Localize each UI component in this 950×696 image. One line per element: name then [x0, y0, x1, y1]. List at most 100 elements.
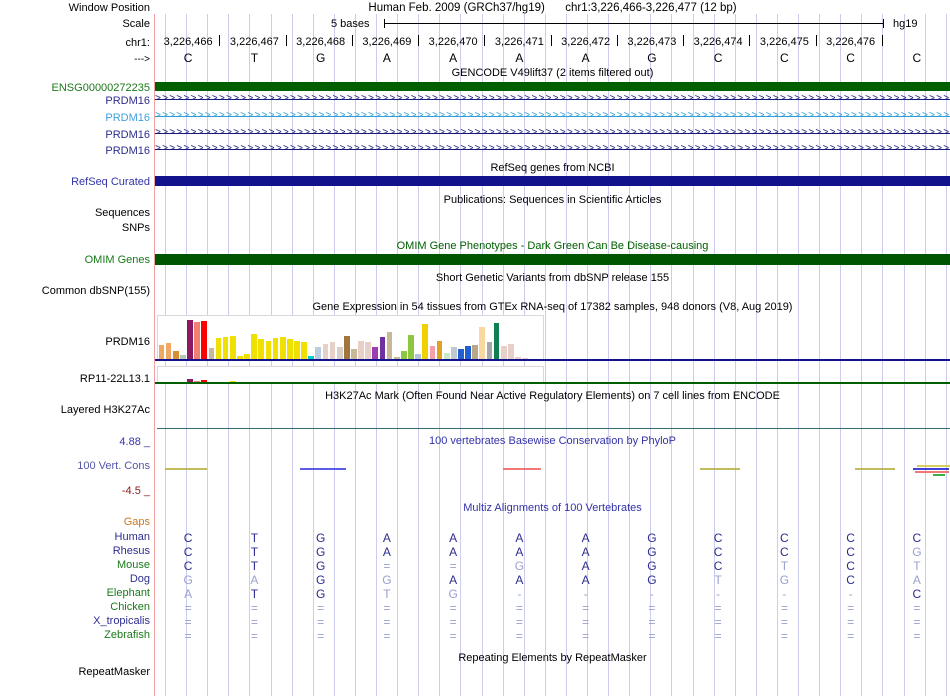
conservation-mark[interactable] [915, 471, 949, 473]
track-label-prdm16-gtex[interactable]: PRDM16 [105, 336, 150, 348]
track-label-cons-min[interactable]: -4.5 _ [121, 485, 150, 497]
expression-bar[interactable] [415, 354, 421, 360]
expression-bar[interactable] [500, 346, 507, 360]
expression-bar[interactable] [343, 336, 350, 360]
conservation-mark[interactable] [700, 468, 740, 470]
expression-bar[interactable] [386, 332, 393, 360]
refseq-track-title[interactable]: RefSeq genes from NCBI [490, 162, 615, 174]
gencode-prdm16-row-3[interactable]: >>>>>>>>>>>>>>>>>>>>>>>>>>>>>>>>>>>>>>>>… [155, 128, 950, 139]
expression-bar[interactable] [472, 345, 479, 360]
expression-bar[interactable] [244, 354, 250, 360]
track-label-refseq-curated[interactable]: RefSeq Curated [71, 176, 150, 188]
multiz-track-title[interactable]: Multiz Alignments of 100 Vertebrates [463, 502, 642, 514]
expression-bar[interactable] [365, 342, 372, 360]
gencode-prdm16-row-4[interactable]: >>>>>>>>>>>>>>>>>>>>>>>>>>>>>>>>>>>>>>>>… [155, 144, 950, 155]
expression-bar[interactable] [194, 322, 200, 360]
omim-track-title[interactable]: OMIM Gene Phenotypes - Dark Green Can Be… [396, 240, 709, 252]
conservation-mark[interactable] [933, 474, 945, 476]
expression-bar[interactable] [308, 356, 315, 360]
expression-bar[interactable] [187, 320, 193, 360]
expression-bar[interactable] [258, 339, 265, 360]
h3k27ac-track-title[interactable]: H3K27Ac Mark (Often Found Near Active Re… [325, 390, 780, 402]
expression-bar[interactable] [458, 349, 464, 360]
expression-bar[interactable] [422, 324, 429, 360]
expression-bar[interactable] [393, 357, 400, 360]
expression-bar[interactable] [401, 351, 407, 360]
expression-bar[interactable] [329, 342, 336, 360]
expression-bar[interactable] [165, 343, 172, 360]
conservation-mark[interactable] [855, 468, 895, 470]
expression-bar[interactable] [336, 347, 343, 360]
position-text[interactable]: chr1:3,226,466-3,226,477 (12 bp) [565, 2, 737, 14]
species-label-dog[interactable]: Dog [129, 573, 150, 585]
expression-bar[interactable] [436, 341, 443, 360]
species-label-human[interactable]: Human [114, 531, 150, 543]
expression-bar[interactable] [272, 338, 279, 360]
expression-bar[interactable] [208, 348, 215, 360]
expression-bar[interactable] [222, 337, 229, 360]
gtex-track-title[interactable]: Gene Expression in 54 tissues from GTEx … [312, 301, 793, 313]
expression-bar[interactable] [429, 346, 436, 360]
gencode-ensg-block[interactable] [155, 82, 950, 91]
expression-bar[interactable] [237, 356, 243, 360]
species-label-x-tropicalis[interactable]: X_tropicalis [93, 615, 150, 627]
expression-bar[interactable] [229, 336, 236, 360]
conservation-mark[interactable] [913, 468, 949, 470]
repeatmasker-track-title[interactable]: Repeating Elements by RepeatMasker [458, 652, 647, 664]
expression-bar[interactable] [301, 342, 307, 360]
track-label-prdm16-4[interactable]: PRDM16 [105, 145, 150, 157]
gencode-prdm16-row-1[interactable]: >>>>>>>>>>>>>>>>>>>>>>>>>>>>>>>>>>>>>>>>… [155, 94, 950, 105]
phylop-conservation-marks[interactable] [155, 460, 950, 490]
track-label-layered-h3k27ac[interactable]: Layered H3K27Ac [60, 404, 150, 416]
conservation-mark[interactable] [917, 465, 950, 467]
species-label-mouse[interactable]: Mouse [116, 559, 150, 571]
phylop-track-title[interactable]: 100 vertebrates Basewise Conservation by… [428, 435, 677, 447]
publications-track-title[interactable]: Publications: Sequences in Scientific Ar… [443, 194, 662, 206]
species-label-zebrafish[interactable]: Zebrafish [104, 629, 150, 641]
expression-bar[interactable] [493, 323, 500, 360]
expression-bar[interactable] [251, 334, 257, 360]
conservation-mark[interactable] [503, 468, 541, 470]
expression-bar[interactable] [507, 344, 514, 360]
expression-bar[interactable] [358, 341, 364, 360]
track-label-prdm16-1[interactable]: PRDM16 [105, 95, 150, 107]
track-label-common-dbsnp[interactable]: Common dbSNP(155) [41, 285, 150, 297]
expression-bar[interactable] [172, 351, 179, 360]
track-label-snps[interactable]: SNPs [121, 222, 150, 234]
expression-bar[interactable] [201, 321, 208, 360]
track-label-prdm16-2[interactable]: PRDM16 [105, 112, 150, 124]
expression-bar[interactable] [408, 335, 414, 360]
expression-bar[interactable] [372, 347, 379, 360]
track-label-vert-cons[interactable]: 100 Vert. Cons [77, 460, 150, 472]
expression-bar[interactable] [279, 337, 286, 360]
dbsnp-track-title[interactable]: Short Genetic Variants from dbSNP releas… [435, 272, 670, 284]
expression-bar[interactable] [486, 342, 493, 360]
expression-bar[interactable] [187, 379, 193, 383]
rp11-expression-barchart[interactable] [157, 366, 544, 383]
expression-bar[interactable] [179, 355, 186, 360]
track-label-repeatmasker[interactable]: RepeatMasker [78, 666, 150, 678]
gtex-expression-barchart[interactable] [157, 315, 544, 360]
track-label-ensg[interactable]: ENSG00000272235 [51, 82, 150, 94]
track-label-sequences[interactable]: Sequences [94, 207, 150, 219]
expression-bar[interactable] [479, 327, 486, 360]
omim-genes-block[interactable] [155, 254, 950, 265]
track-label-cons-max[interactable]: 4.88 _ [119, 436, 150, 448]
expression-bar[interactable] [315, 347, 322, 360]
expression-bar[interactable] [351, 349, 357, 360]
expression-bar[interactable] [158, 345, 165, 360]
track-label-rp11[interactable]: RP11-22L13.1 [79, 373, 150, 385]
track-label-omim-genes[interactable]: OMIM Genes [84, 254, 150, 266]
expression-bar[interactable] [201, 380, 208, 383]
track-label-prdm16-3[interactable]: PRDM16 [105, 129, 150, 141]
gencode-prdm16-row-2[interactable]: >>>>>>>>>>>>>>>>>>>>>>>>>>>>>>>>>>>>>>>>… [155, 111, 950, 122]
expression-bar[interactable] [294, 341, 300, 360]
conservation-mark[interactable] [165, 468, 207, 470]
expression-bar[interactable] [465, 346, 471, 360]
expression-bar[interactable] [450, 347, 457, 360]
species-label-elephant[interactable]: Elephant [106, 587, 150, 599]
species-label-chicken[interactable]: Chicken [110, 601, 150, 613]
expression-bar[interactable] [443, 353, 450, 360]
refseq-curated-block[interactable] [155, 176, 950, 186]
expression-bar[interactable] [265, 341, 272, 360]
